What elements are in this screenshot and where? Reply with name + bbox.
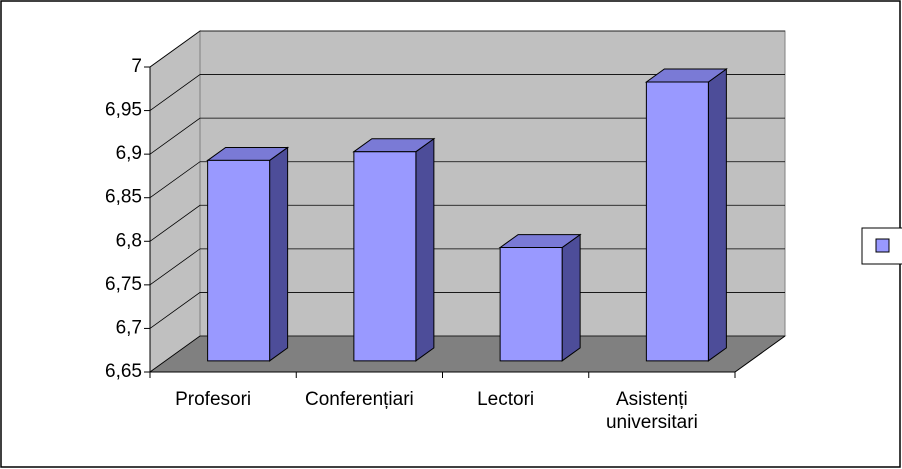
x-tick-label: Profesori <box>175 389 252 410</box>
grid-line <box>149 74 785 111</box>
x-tick-label: Asistenți universitari <box>605 389 698 433</box>
bar-side <box>269 146 289 362</box>
bar-side <box>561 233 581 362</box>
bar-front <box>353 151 417 362</box>
y-tick-label: 6,7 <box>116 317 142 338</box>
grid-line <box>149 117 785 155</box>
bar <box>644 68 728 362</box>
grid-line <box>149 248 785 286</box>
bar-side <box>415 137 435 362</box>
bar <box>352 137 436 362</box>
legend-swatch <box>875 238 890 253</box>
grid-line <box>149 30 785 68</box>
y-tick-label: 6,8 <box>116 230 142 251</box>
bar-front <box>645 81 709 362</box>
grid-line <box>149 335 785 373</box>
bar <box>498 233 582 362</box>
grid-line <box>149 161 785 199</box>
bar <box>206 146 290 362</box>
bar-front <box>207 159 271 362</box>
bar-side <box>707 68 727 362</box>
y-tick-label: 6,95 <box>105 100 142 121</box>
floor-edge <box>734 335 786 373</box>
bar-front <box>499 247 563 362</box>
x-tick-label: Lectori <box>477 389 535 410</box>
y-tick-label: 6,65 <box>105 361 142 382</box>
grid-line <box>149 292 785 329</box>
legend <box>861 227 902 265</box>
grid-line <box>149 204 785 242</box>
y-tick-label: 6,85 <box>105 187 142 208</box>
y-tick-label: 7 <box>131 56 142 77</box>
side-wall <box>149 30 201 373</box>
x-tick-label: Conferențiari <box>304 389 414 410</box>
y-tick-label: 6,75 <box>105 274 142 295</box>
y-tick-label: 6,9 <box>116 143 142 164</box>
